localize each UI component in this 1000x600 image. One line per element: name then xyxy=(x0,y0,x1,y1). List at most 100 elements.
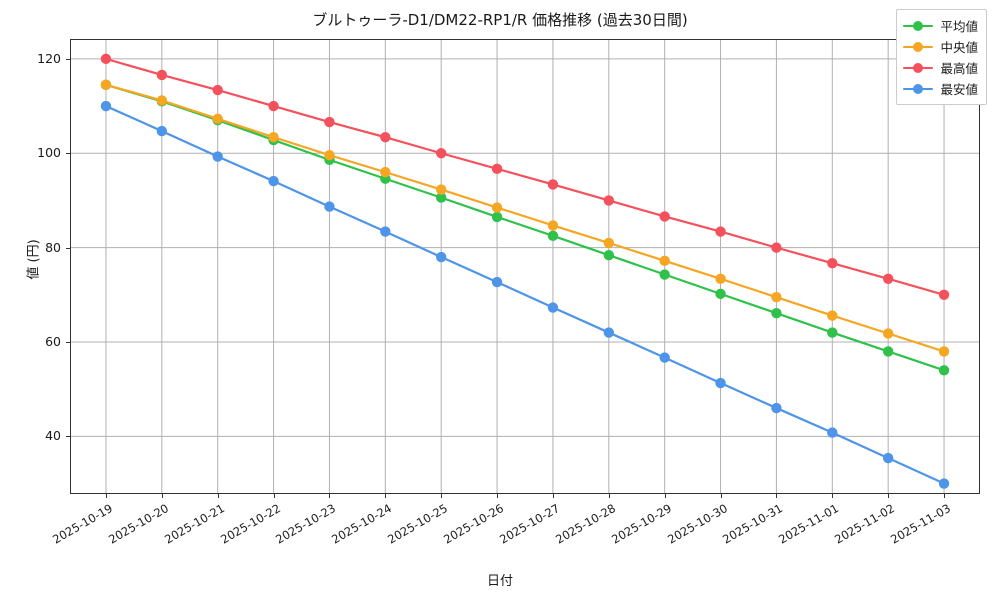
data-point-marker xyxy=(771,402,782,414)
data-point-marker xyxy=(156,69,168,81)
y-tick-label: 40 xyxy=(45,428,61,444)
x-tick-mark xyxy=(441,494,443,498)
y-tick-mark xyxy=(66,247,70,249)
x-tick-mark xyxy=(385,494,387,498)
data-point-marker xyxy=(715,377,726,389)
data-point-marker xyxy=(882,452,894,464)
legend-swatch-icon xyxy=(903,62,934,74)
data-point-marker xyxy=(156,125,168,137)
legend-label: 最高値 xyxy=(940,61,978,76)
data-point-marker xyxy=(715,288,726,300)
x-tick-mark xyxy=(497,494,499,498)
chart-title: ブルトゥーラ-D1/DM22-RP1/R 価格推移 (過去30日間) xyxy=(312,11,688,29)
data-point-marker xyxy=(659,211,670,222)
data-point-marker xyxy=(212,113,223,125)
data-point-marker xyxy=(938,346,950,357)
data-point-marker xyxy=(827,258,838,269)
x-tick-mark xyxy=(888,494,890,498)
x-axis-title: 日付 xyxy=(486,574,513,589)
data-point-marker xyxy=(435,184,447,195)
data-point-marker xyxy=(938,365,950,376)
legend-label: 最安値 xyxy=(940,82,978,97)
x-tick-mark xyxy=(273,494,275,498)
data-point-marker xyxy=(324,201,335,212)
data-point-marker xyxy=(659,269,670,280)
data-point-marker xyxy=(100,53,112,65)
legend-label: 平均値 xyxy=(940,19,978,34)
data-point-marker xyxy=(547,302,559,313)
legend-swatch-icon xyxy=(903,83,934,95)
data-point-marker xyxy=(603,327,615,338)
legend-swatch-icon xyxy=(903,41,934,53)
data-point-marker xyxy=(547,230,559,242)
x-tick-mark xyxy=(105,494,107,498)
data-point-marker xyxy=(491,202,503,213)
series-line xyxy=(104,83,946,372)
plot-area xyxy=(70,39,980,494)
x-tick-mark xyxy=(608,494,610,498)
y-tick-mark xyxy=(66,342,70,343)
data-point-marker xyxy=(268,175,279,187)
data-point-marker xyxy=(771,242,782,253)
y-tick-label: 80 xyxy=(45,239,61,255)
data-point-marker xyxy=(882,328,894,339)
x-tick-mark xyxy=(720,494,722,498)
data-point-marker xyxy=(212,84,223,96)
data-point-marker xyxy=(435,192,447,203)
chart-legend: 平均値中央値最高値最安値 xyxy=(896,9,987,105)
series-line xyxy=(104,57,946,296)
legend-swatch-icon xyxy=(903,20,934,32)
series-line xyxy=(104,83,946,353)
legend-item[interactable]: 中央値 xyxy=(903,36,978,57)
y-tick-label: 100 xyxy=(37,145,61,161)
legend-dot-icon xyxy=(913,62,924,73)
legend-item[interactable]: 最安値 xyxy=(903,78,978,99)
data-point-marker xyxy=(491,163,503,175)
data-point-marker xyxy=(435,148,447,159)
data-point-marker xyxy=(100,79,112,91)
data-point-marker xyxy=(715,273,726,284)
x-tick-mark xyxy=(552,494,554,498)
data-point-marker xyxy=(100,100,112,112)
series-layer xyxy=(100,53,950,489)
data-point-marker xyxy=(380,132,391,143)
y-axis-title: 値 (円) xyxy=(26,239,42,280)
data-point-marker xyxy=(212,151,223,162)
data-point-marker xyxy=(491,276,503,288)
data-point-marker xyxy=(603,195,615,206)
data-point-marker xyxy=(547,179,559,190)
x-tick-mark xyxy=(832,494,834,498)
x-tick-mark xyxy=(664,494,666,498)
data-point-marker xyxy=(659,255,670,267)
data-point-marker xyxy=(771,291,782,303)
series-line xyxy=(104,104,946,485)
data-point-marker xyxy=(659,352,670,363)
data-point-marker xyxy=(491,211,503,223)
data-point-marker xyxy=(827,427,838,438)
data-point-marker xyxy=(827,327,838,338)
data-point-marker xyxy=(268,100,279,112)
legend-label: 中央値 xyxy=(940,40,978,55)
data-point-marker xyxy=(268,132,279,143)
data-point-marker xyxy=(938,289,950,301)
data-point-marker xyxy=(603,237,615,249)
data-point-marker xyxy=(435,251,447,263)
data-point-marker xyxy=(380,226,391,237)
data-point-marker xyxy=(547,220,559,231)
legend-dot-icon xyxy=(913,20,924,31)
data-point-marker xyxy=(380,166,391,178)
y-tick-mark xyxy=(66,58,70,60)
x-tick-mark xyxy=(161,494,163,498)
legend-dot-icon xyxy=(913,41,924,52)
x-tick-mark xyxy=(944,494,946,498)
legend-item[interactable]: 最高値 xyxy=(903,57,978,78)
y-tick-mark xyxy=(66,153,70,155)
legend-item[interactable]: 平均値 xyxy=(903,15,978,36)
legend-dot-icon xyxy=(913,83,924,94)
data-point-marker xyxy=(771,308,782,319)
y-tick-mark xyxy=(66,436,70,438)
y-tick-label: 60 xyxy=(45,334,61,349)
y-tick-label: 120 xyxy=(37,50,61,66)
data-point-marker xyxy=(324,116,335,128)
